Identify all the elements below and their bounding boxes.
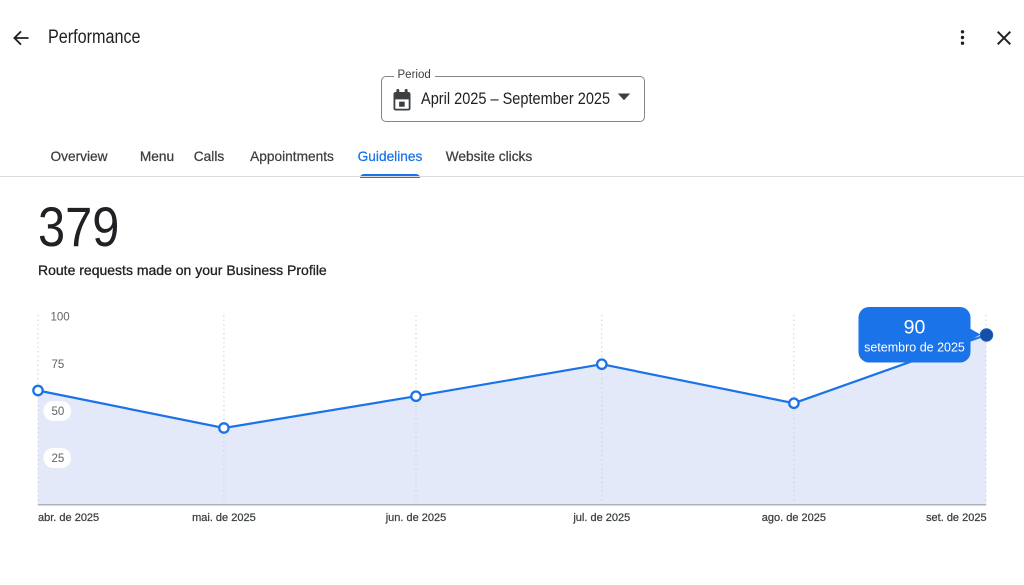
svg-text:90: 90 [904, 317, 926, 339]
svg-text:setembro de 2025: setembro de 2025 [864, 341, 965, 355]
svg-text:75: 75 [52, 359, 65, 371]
svg-text:100: 100 [51, 312, 70, 324]
svg-text:abr. de 2025: abr. de 2025 [38, 512, 99, 524]
svg-text:ago. de 2025: ago. de 2025 [762, 512, 826, 524]
svg-text:25: 25 [52, 453, 65, 465]
svg-text:mai. de 2025: mai. de 2025 [192, 512, 256, 524]
svg-text:set. de 2025: set. de 2025 [926, 512, 987, 524]
svg-text:jun. de 2025: jun. de 2025 [385, 512, 447, 524]
svg-text:jul. de 2025: jul. de 2025 [572, 512, 630, 524]
svg-text:50: 50 [52, 406, 65, 418]
